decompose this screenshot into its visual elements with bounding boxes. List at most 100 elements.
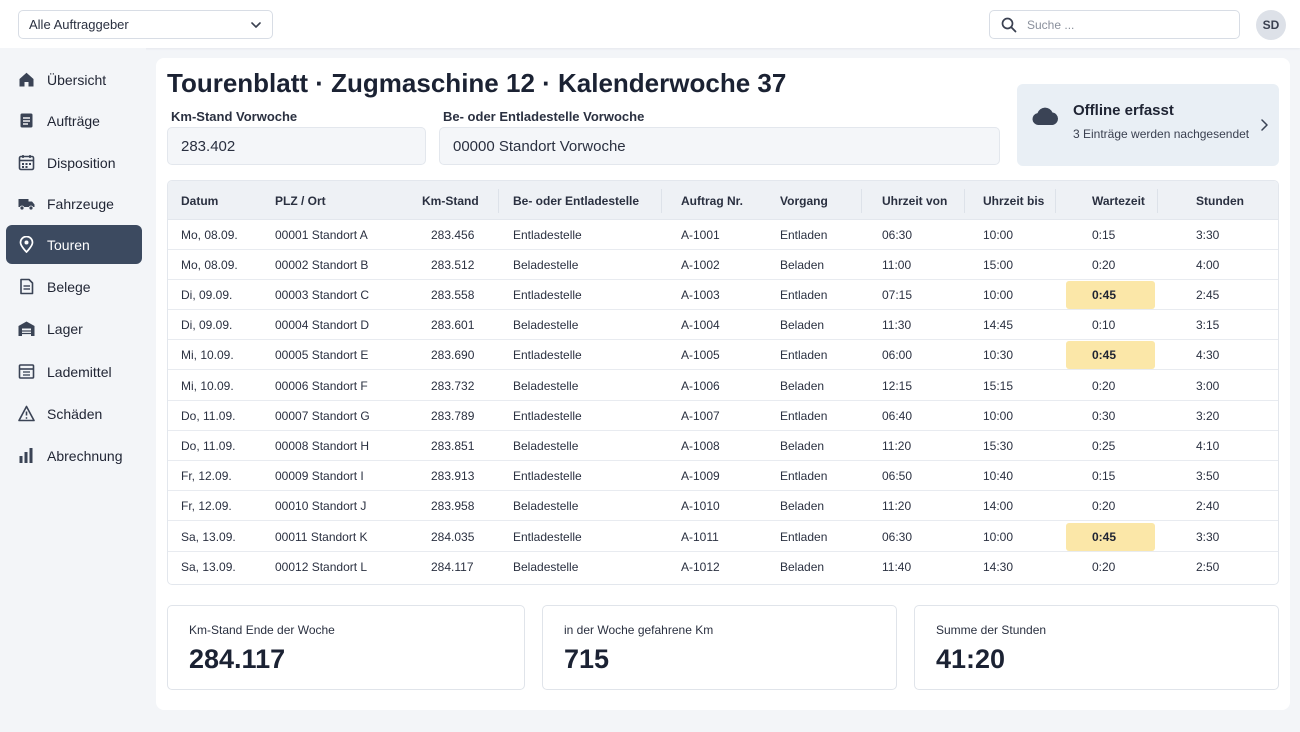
cell-uhrzeit-von: 11:30 <box>882 318 912 332</box>
cell-auftrag-nr: A-1008 <box>681 439 720 453</box>
chevron-right-icon <box>1261 119 1268 131</box>
sidebar-item-lademittel[interactable]: Lademittel <box>6 352 142 391</box>
cell-auftrag-nr: A-1012 <box>681 560 720 574</box>
pallet-icon <box>18 364 35 379</box>
cell-be-entladestelle: Beladestelle <box>513 379 579 393</box>
table-row[interactable]: Mo, 08.09. 00002 Standort B 283.512 Belades… <box>168 250 1278 280</box>
offline-title: Offline erfasst <box>1073 102 1174 119</box>
table-row[interactable]: Sa, 13.09. 00011 Standort K 284.035 Entlade… <box>168 522 1278 552</box>
cell-vorgang: Entladen <box>780 469 828 483</box>
cell-vorgang: Beladen <box>780 379 825 393</box>
sidebar-item-auftraege[interactable]: Aufträge <box>6 101 142 140</box>
cell-vorgang: Beladen <box>780 318 825 332</box>
sidebar-item-belege[interactable]: Belege <box>6 267 142 306</box>
table-row[interactable]: Mo, 08.09. 00001 Standort A 283.456 Entlade… <box>168 220 1278 250</box>
cell-vorgang: Beladen <box>780 560 825 574</box>
cell-uhrzeit-von: 06:30 <box>882 530 913 544</box>
cell-wartezeit: 0:30 <box>1092 409 1116 423</box>
column-header-vorgang[interactable]: Vorgang <box>780 194 828 208</box>
sidebar-item-label: Touren <box>47 237 90 253</box>
cell-auftrag-nr: A-1003 <box>681 288 720 302</box>
table-row[interactable]: Do, 11.09. 00007 Standort G 283.789 Entlade… <box>168 401 1278 431</box>
table-row[interactable]: Mi, 10.09. 00005 Standort E 283.690 Entlade… <box>168 340 1278 370</box>
sidebar-item-label: Aufträge <box>47 113 100 129</box>
cell-plz-ort: 00008 Standort H <box>275 439 370 453</box>
cell-uhrzeit-von: 07:15 <box>882 288 913 302</box>
column-separator <box>964 189 965 213</box>
cell-auftrag-nr: A-1005 <box>681 348 720 362</box>
column-header-datum[interactable]: Datum <box>181 194 219 208</box>
sidebar-item-touren[interactable]: Touren <box>6 225 142 264</box>
column-header-wartezeit[interactable]: Wartezeit <box>1092 194 1145 208</box>
cell-auftrag-nr: A-1002 <box>681 258 720 272</box>
table-row[interactable]: Sa, 13.09. 00012 Standort L 284.117 Belades… <box>168 552 1278 582</box>
summary-value: 715 <box>564 644 610 674</box>
cell-auftrag-nr: A-1011 <box>681 530 719 544</box>
cell-plz-ort: 00005 Standort E <box>275 348 369 362</box>
cell-auftrag-nr: A-1006 <box>681 379 720 393</box>
cell-uhrzeit-von: 11:20 <box>882 499 912 513</box>
sidebar-item-schaeden[interactable]: Schäden <box>6 394 142 433</box>
offline-status-card[interactable]: Offline erfasst 3 Einträge werden nachge… <box>1017 84 1279 166</box>
summary-label: Summe der Stunden <box>936 623 1047 637</box>
cell-km-stand: 284.117 <box>431 560 474 574</box>
location-previous-field[interactable]: 00000 Standort Vorwoche <box>439 127 1000 165</box>
table-row[interactable]: Fr, 12.09. 00009 Standort I 283.913 Entlade… <box>168 461 1278 491</box>
cell-be-entladestelle: Entladestelle <box>513 530 582 544</box>
calendar-icon <box>18 155 35 171</box>
cell-datum: Mo, 08.09. <box>181 258 238 272</box>
cell-datum: Fr, 12.09. <box>181 499 232 513</box>
cell-be-entladestelle: Beladestelle <box>513 499 579 513</box>
search-input[interactable] <box>1027 15 1227 35</box>
cell-datum: Sa, 13.09. <box>181 560 236 574</box>
km-previous-label: Km-Stand Vorwoche <box>171 109 298 124</box>
column-separator <box>661 189 662 213</box>
cell-be-entladestelle: Beladestelle <box>513 560 579 574</box>
cell-stunden: 2:40 <box>1196 499 1220 513</box>
sidebar-item-label: Fahrzeuge <box>47 196 114 212</box>
table-row[interactable]: Fr, 12.09. 00010 Standort J 283.958 Belades… <box>168 491 1278 521</box>
column-header-uhrzeit-bis[interactable]: Uhrzeit bis <box>983 194 1045 208</box>
cell-plz-ort: 00007 Standort G <box>275 409 370 423</box>
table-row[interactable]: Do, 11.09. 00008 Standort H 283.851 Belades… <box>168 431 1278 461</box>
cell-wartezeit: 0:25 <box>1092 439 1116 453</box>
sidebar-item-uebersicht[interactable]: Übersicht <box>6 60 142 99</box>
sidebar-item-abrechnung[interactable]: Abrechnung <box>6 436 142 475</box>
cell-be-entladestelle: Entladestelle <box>513 288 582 302</box>
sidebar-item-disposition[interactable]: Disposition <box>6 143 142 182</box>
cell-uhrzeit-von: 06:40 <box>882 409 913 423</box>
summary-card-hours-total: Summe der Stunden 41:20 <box>914 605 1279 690</box>
km-previous-field[interactable]: 283.402 <box>167 127 426 165</box>
table-row[interactable]: Mi, 10.09. 00006 Standort F 283.732 Belades… <box>168 371 1278 401</box>
column-header-auftrag-nr[interactable]: Auftrag Nr. <box>681 194 744 208</box>
cell-stunden: 3:00 <box>1196 379 1220 393</box>
column-header-be-entladestelle[interactable]: Be- oder Entladestelle <box>513 194 640 208</box>
cell-wartezeit: 0:20 <box>1092 499 1116 513</box>
offline-subtitle: 3 Einträge werden nachgesendet <box>1073 127 1250 141</box>
search-box[interactable] <box>989 10 1240 39</box>
page-title: Tourenblatt · Zugmaschine 12 · Kalenderw… <box>167 68 787 98</box>
clipboard-icon <box>20 113 33 128</box>
column-header-stunden[interactable]: Stunden <box>1196 194 1244 208</box>
table-row[interactable]: Di, 09.09. 00003 Standort C 283.558 Entlade… <box>168 280 1278 310</box>
sidebar-item-label: Disposition <box>47 155 116 171</box>
sidebar-item-lager[interactable]: Lager <box>6 309 142 348</box>
warehouse-icon <box>18 321 35 336</box>
column-header-plz-ort[interactable]: PLZ / Ort <box>275 194 326 208</box>
cell-uhrzeit-bis: 14:30 <box>983 560 1014 574</box>
column-separator <box>498 189 499 213</box>
table-row[interactable]: Di, 09.09. 00004 Standort D 283.601 Belades… <box>168 310 1278 340</box>
client-filter-select[interactable]: Alle Auftraggeber <box>18 10 273 39</box>
user-avatar[interactable]: SD <box>1256 10 1286 40</box>
cell-stunden: 3:15 <box>1196 318 1220 332</box>
column-header-uhrzeit-von[interactable]: Uhrzeit von <box>882 194 948 208</box>
wait-time-highlight <box>1066 341 1155 369</box>
cell-stunden: 2:50 <box>1196 560 1220 574</box>
sidebar-item-fahrzeuge[interactable]: Fahrzeuge <box>6 184 142 223</box>
cell-auftrag-nr: A-1010 <box>681 499 720 513</box>
column-header-km-stand[interactable]: Km-Stand <box>422 194 479 208</box>
cell-wartezeit: 0:10 <box>1092 318 1116 332</box>
cell-plz-ort: 00002 Standort B <box>275 258 369 272</box>
cell-vorgang: Beladen <box>780 258 825 272</box>
cell-uhrzeit-bis: 14:45 <box>983 318 1014 332</box>
